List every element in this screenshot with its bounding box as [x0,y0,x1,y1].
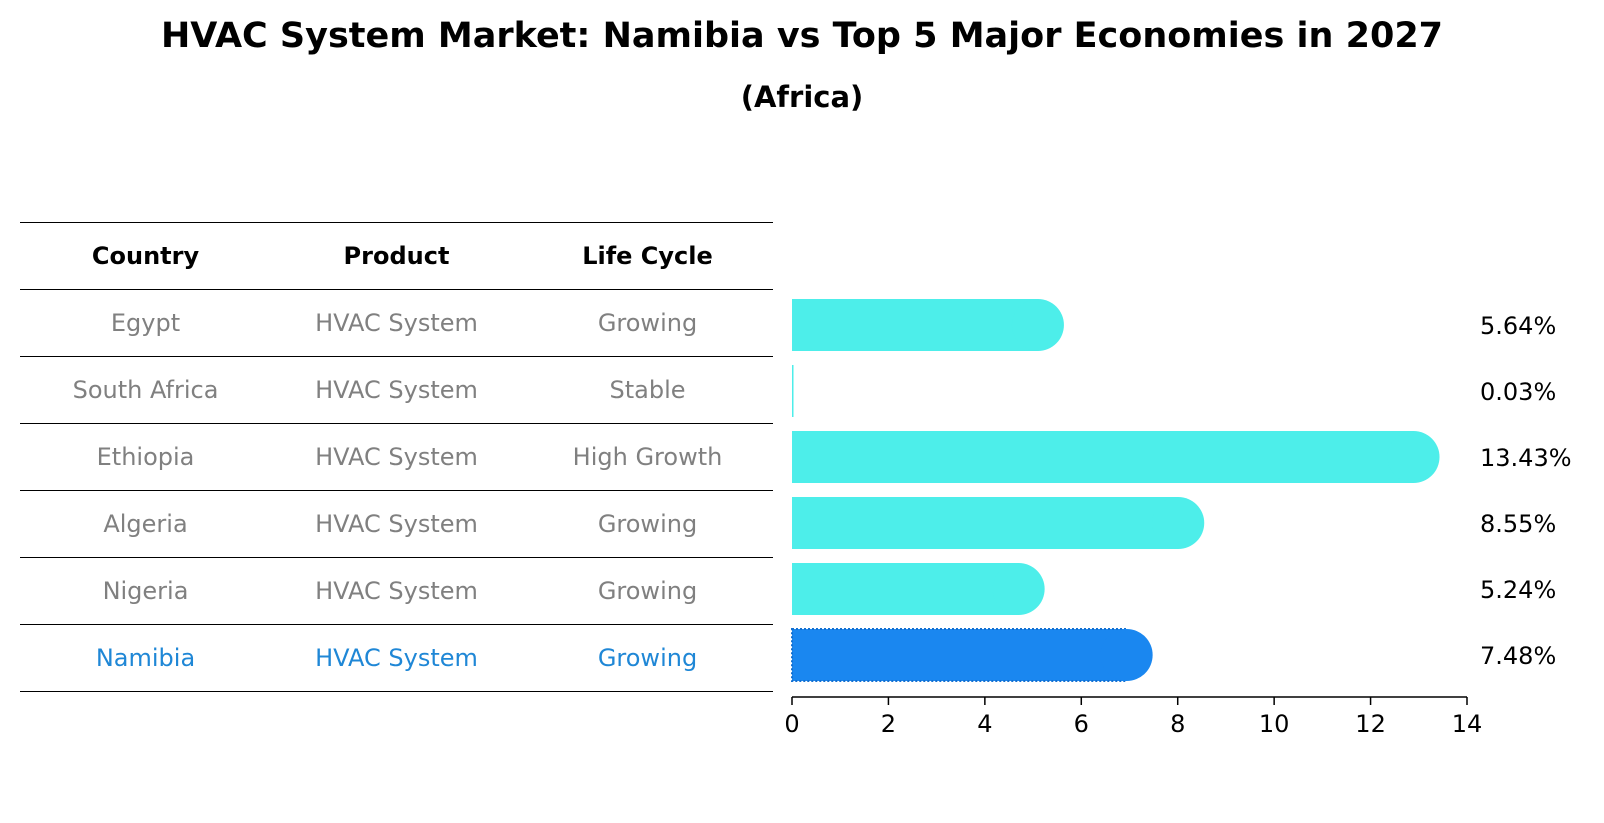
x-tick-label: 12 [1355,710,1386,738]
bar-nigeria [792,563,1019,615]
market-table: Country Product Life Cycle Egypt HVAC Sy… [20,222,773,692]
bar-end-cap [1387,431,1440,483]
bar-egypt [792,299,1038,351]
life-cycle-cell: Stable [609,376,686,404]
bar-south-africa [792,365,794,417]
x-tick-label: 2 [881,710,896,738]
table-row: Egypt HVAC System Growing [20,289,773,356]
table-row: South Africa HVAC System Stable [20,356,773,423]
value-label: 13.43% [1480,444,1572,472]
table-row: Algeria HVAC System Growing [20,490,773,557]
life-cycle-cell: Growing [597,510,698,538]
table-row-highlight: Namibia HVAC System Growing [20,624,773,692]
value-label: 5.24% [1480,576,1556,604]
x-tick-label: 10 [1259,710,1290,738]
table-row: Ethiopia HVAC System High Growth [20,423,773,490]
x-tick-label: 4 [977,710,992,738]
country-cell: Namibia [95,644,196,672]
x-tick-label: 6 [1074,710,1089,738]
product-cell: HVAC System [315,510,478,538]
bar-algeria [792,497,1179,549]
value-label: 5.64% [1480,312,1556,340]
bar-end-cap [1152,497,1205,549]
product-cell: HVAC System [315,376,478,404]
chart-subtitle: (Africa) [740,80,864,114]
country-cell: Ethiopia [96,443,195,471]
value-label: 8.55% [1480,510,1556,538]
bar-namibia [791,628,1128,682]
x-tick-label: 8 [1170,710,1185,738]
table-row: Nigeria HVAC System Growing [20,557,773,624]
life-cycle-cell: Growing [597,644,698,672]
country-cell: Algeria [103,510,188,538]
bar-end-cap [1100,629,1153,681]
life-cycle-cell: Growing [597,309,698,337]
country-cell: Egypt [110,309,181,337]
chart-title: HVAC System Market: Namibia vs Top 5 Maj… [160,16,1444,56]
x-tick-label: 0 [784,710,799,738]
product-cell: HVAC System [315,644,478,672]
x-tick-label: 14 [1452,710,1483,738]
table-header-row: Country Product Life Cycle [20,222,773,289]
country-cell: South Africa [72,376,219,404]
bar-end-cap [1011,299,1064,351]
bar-ethiopia [792,431,1414,483]
product-cell: HVAC System [315,309,478,337]
header-life-cycle: Life Cycle [582,242,713,270]
country-cell: Nigeria [102,577,189,605]
value-label: 7.48% [1480,642,1556,670]
life-cycle-cell: High Growth [572,443,723,471]
product-cell: HVAC System [315,443,478,471]
header-country: Country [91,242,200,270]
header-product: Product [343,242,450,270]
bar-end-cap [992,563,1045,615]
life-cycle-cell: Growing [597,577,698,605]
value-label: 0.03% [1480,378,1556,406]
product-cell: HVAC System [315,577,478,605]
